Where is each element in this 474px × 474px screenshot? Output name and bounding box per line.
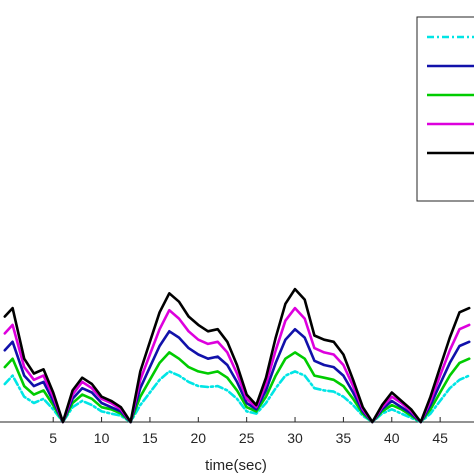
x-ticks: 5 10 15 20 25 30 35 40 45 [49, 417, 448, 446]
x-tick-label: 10 [94, 430, 110, 446]
x-axis-label: time(sec) [205, 457, 267, 474]
x-tick-label: 30 [287, 430, 303, 446]
legend-box [416, 16, 474, 202]
x-tick-label: 35 [336, 430, 352, 446]
series-line-3 [3, 327, 471, 424]
series-line-2 [3, 351, 471, 424]
plot-area: 5 10 15 20 25 30 35 40 45 [0, 287, 474, 446]
x-tick-label: 15 [142, 430, 158, 446]
x-tick-label: 45 [432, 430, 448, 446]
x-tick-label: 20 [191, 430, 207, 446]
x-tick-label: 40 [384, 430, 400, 446]
series-line-4 [3, 306, 471, 424]
legend [416, 16, 474, 202]
series-line-5 [3, 287, 471, 424]
x-tick-label: 25 [239, 430, 255, 446]
series-line-1 [3, 370, 471, 424]
series-group [3, 287, 471, 424]
x-tick-label: 5 [49, 430, 57, 446]
